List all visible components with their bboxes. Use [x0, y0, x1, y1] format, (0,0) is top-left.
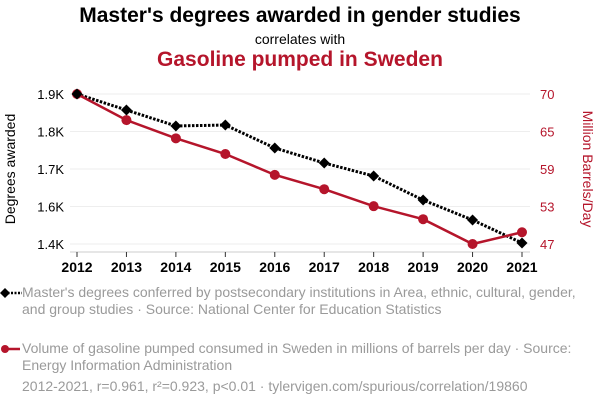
- degrees-point: [318, 157, 330, 169]
- legend-item-degrees: Master's degrees conferred by postsecond…: [0, 284, 600, 336]
- degrees-point: [417, 194, 429, 206]
- diamond-dotted-line-icon: [0, 288, 22, 298]
- y-axis-label-left: Degrees awarded: [2, 114, 18, 225]
- chart-title: Master's degrees awarded in gender studi…: [79, 4, 521, 27]
- circle-solid-line-icon: [1, 345, 20, 353]
- series-degrees-line: [76, 92, 523, 245]
- degrees-point: [467, 214, 479, 226]
- degrees-point: [71, 88, 83, 100]
- degrees-point: [219, 119, 231, 131]
- y-tick-right: 47: [540, 237, 554, 252]
- degrees-point: [368, 170, 380, 182]
- x-tick-label: 2019: [408, 259, 439, 275]
- series-layer: [71, 88, 528, 249]
- gasoline-point: [418, 214, 429, 225]
- gasoline-point: [368, 201, 379, 212]
- gasoline-point: [121, 115, 132, 126]
- y-tick-right: 65: [540, 125, 554, 140]
- y-tick-right: 53: [540, 200, 554, 215]
- x-tick-label: 2012: [61, 259, 92, 275]
- y-tick-left: 1.9K: [37, 87, 64, 102]
- x-tick-label: 2016: [259, 259, 290, 275]
- degrees-point: [516, 237, 528, 249]
- degrees-point: [269, 142, 281, 154]
- x-tick-label: 2017: [309, 259, 340, 275]
- gasoline-point: [269, 169, 280, 180]
- x-tick-label: 2020: [457, 259, 488, 275]
- x-tick-label: 2015: [210, 259, 241, 275]
- series-gasoline-line: [76, 92, 523, 246]
- y-tick-left: 1.8K: [37, 125, 64, 140]
- x-tick-label: 2013: [111, 259, 142, 275]
- gasoline-point: [170, 133, 181, 144]
- chart-title-secondary: Gasoline pumped in Sweden: [157, 48, 443, 71]
- legend-text-degrees: Master's degrees conferred by postsecond…: [22, 284, 576, 317]
- x-tick-label: 2014: [160, 259, 191, 275]
- degrees-point: [170, 120, 182, 132]
- footer-stats: 2012-2021, r=0.961, r²=0.923, p<0.01 · t…: [22, 378, 528, 394]
- legend-text-gasoline: Volume of gasoline pumped consumed in Sw…: [22, 340, 572, 373]
- x-tick-label: 2018: [358, 259, 389, 275]
- gasoline-point: [319, 184, 330, 195]
- degrees-point: [120, 104, 132, 116]
- gasoline-point: [467, 239, 478, 249]
- gasoline-point: [220, 149, 231, 159]
- y-tick-left: 1.7K: [37, 162, 64, 177]
- y-tick-right: 59: [540, 162, 554, 177]
- x-tick-label: 2021: [506, 259, 537, 275]
- axes: 1.9K 70 1.8K 65 1.7K 59 1.6K 53 1.4K 47 2012 2013 20…: [37, 87, 554, 275]
- y-tick-left: 1.4K: [37, 237, 64, 252]
- y-axis-label-right: Million Barrels/Day: [580, 111, 596, 228]
- y-tick-left: 1.6K: [37, 200, 64, 215]
- chart: 1.9K 70 1.8K 65 1.7K 59 1.6K 53 1.4K 47 2012 2013 20…: [2, 87, 596, 275]
- chart-subtitle: correlates with: [254, 31, 346, 47]
- gridlines: [70, 93, 530, 245]
- gasoline-point: [517, 227, 527, 238]
- y-tick-right: 70: [540, 87, 554, 102]
- legend-item-gasoline: Volume of gasoline pumped consumed in Sw…: [0, 340, 600, 376]
